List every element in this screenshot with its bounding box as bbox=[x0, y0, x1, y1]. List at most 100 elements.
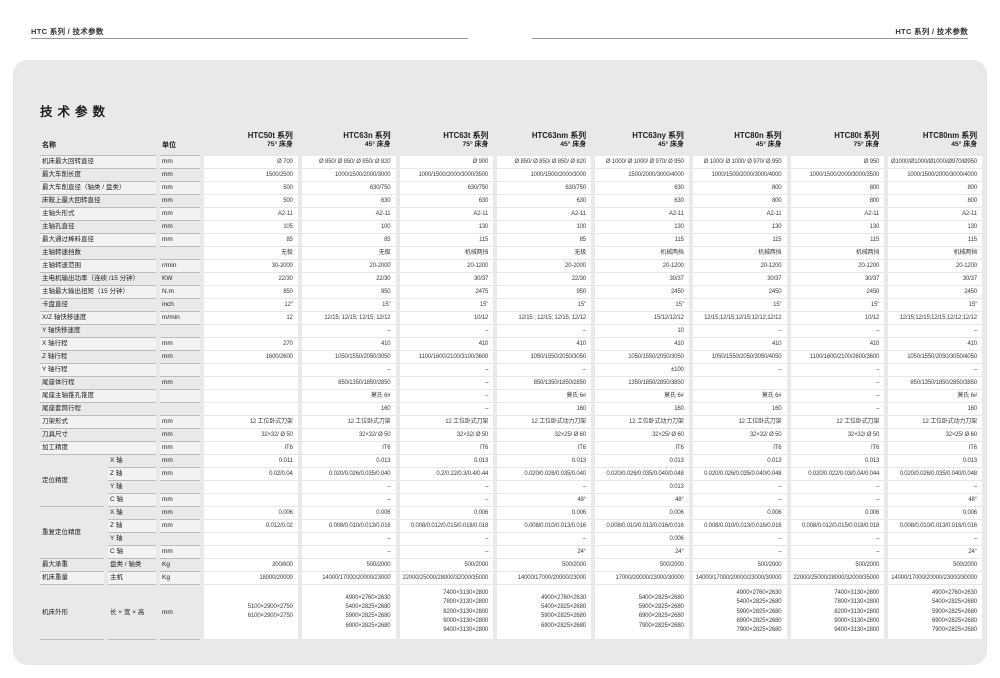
row-name: Z 轴行程 bbox=[40, 351, 156, 364]
table-row: 床鞍上最大回转直径 mm 500 630 630 630 630 800 800 800 bbox=[40, 195, 982, 208]
spec-cell: 22000/25000/28000/32000/35000 bbox=[790, 572, 885, 585]
table-row: 主轴最大输出扭矩（15 分钟） N.m 850 950 2475 950 2450 2450 2… bbox=[40, 286, 982, 299]
row-sub: 主机 bbox=[108, 572, 156, 585]
spec-cell: 32×32/ Ø 50 bbox=[399, 429, 494, 442]
table-row: 最大通过棒料直径 mm 85 85 115 85 115 115 115 115 bbox=[40, 234, 982, 247]
spec-cell: 500/2000 bbox=[595, 559, 689, 572]
table-row: 主轴转速范围 r/min 30-2000 20-2000 20-1200 20-2000 2… bbox=[40, 260, 982, 273]
spec-cell: 32×32/ Ø 50 bbox=[204, 429, 298, 442]
spec-cell: 130 bbox=[399, 221, 494, 234]
row-sub: Z 轴 bbox=[108, 520, 156, 533]
spec-cell: 0.013 bbox=[497, 455, 591, 468]
spec-cell: – bbox=[497, 533, 591, 546]
row-name: 机床重量 bbox=[40, 572, 104, 585]
row-name: 主轴转速范围 bbox=[40, 260, 156, 273]
spec-cell: 630 bbox=[301, 195, 396, 208]
spec-cell: 0.006 bbox=[692, 507, 787, 520]
spec-cell: IT6 bbox=[399, 442, 494, 455]
spec-cell: IT6 bbox=[790, 442, 885, 455]
table-row: 主轴孔直径 mm 105 100 130 100 130 130 130 130 bbox=[40, 221, 982, 234]
table-row: C 轴 mm – –48° 48° – –48° bbox=[40, 494, 982, 507]
row-unit: mm bbox=[160, 507, 200, 520]
spec-cell: 莫氏 6# bbox=[301, 390, 396, 403]
spec-cell: 0.006 bbox=[595, 507, 689, 520]
row-unit: mm bbox=[160, 455, 200, 468]
spec-cell: – bbox=[888, 325, 982, 338]
spec-cell: 12 工位卧式动力刀架 bbox=[888, 416, 982, 429]
spec-cell: 32×32/ Ø 50 bbox=[301, 429, 396, 442]
spec-cell: 0.020/0.026/0.035/0.040 bbox=[301, 468, 396, 481]
page-header-right: HTC 系列 / 技术参数 bbox=[895, 27, 968, 36]
spec-cell: Ø 1000/ Ø 1000/ Ø 970/ Ø 950 bbox=[595, 156, 689, 169]
spec-cell: 12 工位卧式动力刀架 bbox=[595, 416, 689, 429]
spec-cell: 22000/25000/28000/32000/35000 bbox=[399, 572, 494, 585]
spec-cell: – bbox=[692, 546, 787, 559]
row-unit bbox=[160, 390, 200, 403]
column-header: HTC63nm 系列 45° 床身 bbox=[531, 131, 586, 149]
spec-cell: 85 bbox=[204, 234, 298, 247]
row-name: 主轴孔直径 bbox=[40, 221, 156, 234]
spec-cell: 机械两挡 bbox=[888, 247, 982, 260]
spec-cell: 630/750 bbox=[301, 182, 396, 195]
spec-cell: 115 bbox=[790, 234, 885, 247]
spec-cell: 48° bbox=[497, 494, 591, 507]
spec-table-wrap: 名称 单位 HTC50t 系列 75° 床身 HTC63n 系列 45° 床身 HTC6… bbox=[36, 124, 986, 641]
spec-cell: – bbox=[399, 481, 494, 494]
row-unit: m/min bbox=[160, 312, 200, 325]
column-header: HTC50t 系列 75° 床身 bbox=[247, 131, 293, 149]
spec-cell: 32×32/ Ø 50 bbox=[790, 429, 885, 442]
spec-cell: 5100×2900×2750 6100×2900×2750 bbox=[204, 585, 298, 641]
row-unit: mm bbox=[160, 494, 200, 507]
spec-cell: 0.013 bbox=[790, 455, 885, 468]
spec-cell: – bbox=[399, 325, 494, 338]
spec-cell: 130 bbox=[692, 221, 787, 234]
spec-cell: 机械两挡 bbox=[692, 247, 787, 260]
spec-cell: – bbox=[692, 481, 787, 494]
row-name: 机床最大回转直径 bbox=[40, 156, 156, 169]
spec-cell: 20-1200 bbox=[399, 260, 494, 273]
row-unit: mm bbox=[160, 377, 200, 390]
spec-cell: 12 bbox=[204, 312, 298, 325]
table-row: 最大车削直径（轴类 / 盘类） mm 500 630/750 630/750 630/75… bbox=[40, 182, 982, 195]
spec-cell: 莫氏 6# bbox=[595, 390, 689, 403]
table-row: 尾座套筒行程 160–160 160 160–160 bbox=[40, 403, 982, 416]
page-header-left: HTC 系列 / 技术参数 bbox=[31, 27, 104, 36]
spec-cell: Ø1000/Ø1000/Ø1000/Ø970/Ø950 bbox=[888, 156, 982, 169]
spec-cell: – bbox=[692, 325, 787, 338]
spec-cell: 5400×2825×2680 5900×2825×2680 6900×2825×… bbox=[595, 585, 689, 641]
spec-cell: 0.020/0.022/0.03/0.04/0.044 bbox=[790, 468, 885, 481]
spec-cell: – bbox=[888, 481, 982, 494]
spec-cell: 12 工位卧式动力刀架 bbox=[497, 416, 591, 429]
spec-cell: 12/15; 12/15; 12/15; 12/12 bbox=[301, 312, 396, 325]
row-unit: KW bbox=[160, 273, 200, 286]
row-unit bbox=[160, 403, 200, 416]
spec-cell: 15" bbox=[692, 299, 787, 312]
spec-cell: – bbox=[399, 390, 494, 403]
spec-cell: 0.008/0.012/0.015/0.018/0.018 bbox=[790, 520, 885, 533]
spec-cell: IT6 bbox=[301, 442, 396, 455]
spec-cell: 410 bbox=[497, 338, 591, 351]
spec-cell: 130 bbox=[595, 221, 689, 234]
spec-cell: 0.008/0.010/0.013/0.016/0.016 bbox=[692, 520, 787, 533]
spec-cell: 1000/1500/2000/3000/3500 bbox=[790, 169, 885, 182]
spec-cell: 18000/20000 bbox=[204, 572, 298, 585]
row-unit: mm bbox=[160, 546, 200, 559]
column-header: HTC63t 系列 75° 床身 bbox=[443, 131, 489, 149]
spec-cell: 2450 bbox=[595, 286, 689, 299]
row-name: X 轴行程 bbox=[40, 338, 156, 351]
row-name: 刀具尺寸 bbox=[40, 429, 156, 442]
row-name: 主轴最大输出扭矩（15 分钟） bbox=[40, 286, 156, 299]
spec-cell: 630 bbox=[399, 195, 494, 208]
row-unit: inch bbox=[160, 299, 200, 312]
table-row: 加工精度 mm IT6 IT6 IT6 IT6 IT6 IT6 IT6 IT6 bbox=[40, 442, 982, 455]
spec-cell: 0.008/0.010/0.013/0.016 bbox=[301, 520, 396, 533]
spec-cell: 105 bbox=[204, 221, 298, 234]
spec-cell: 410 bbox=[301, 338, 396, 351]
spec-cell: 机械两挡 bbox=[595, 247, 689, 260]
spec-cell: 160 bbox=[595, 403, 689, 416]
spec-cell: Ø 950 bbox=[790, 156, 885, 169]
header-rule-right bbox=[532, 38, 968, 39]
spec-cell: 630/750 bbox=[399, 182, 494, 195]
header-rule-left bbox=[31, 38, 468, 39]
spec-cell: 24° bbox=[497, 546, 591, 559]
